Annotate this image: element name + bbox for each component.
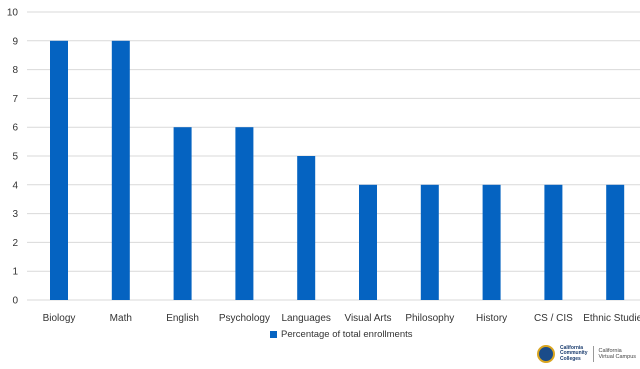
x-tick-label: Biology xyxy=(43,313,76,324)
ccc-seal-icon xyxy=(537,345,555,363)
y-tick-label: 4 xyxy=(12,180,18,191)
legend-swatch xyxy=(270,331,277,338)
cvc-wordmark: California Virtual Campus xyxy=(599,348,637,360)
cvc-line-2: Virtual Campus xyxy=(598,354,637,360)
y-tick-label: 3 xyxy=(12,209,18,220)
x-tick-label: Languages xyxy=(281,313,331,324)
brand-divider xyxy=(592,346,594,362)
ccc-line-1: California xyxy=(560,344,584,351)
branding-logo: California Community Colleges California… xyxy=(537,345,636,363)
y-tick-label: 10 xyxy=(7,8,19,19)
ccc-wordmark: California Community Colleges xyxy=(560,344,588,363)
x-tick-label: Psychology xyxy=(219,313,270,324)
bar-psychology xyxy=(235,127,254,300)
bar-biology xyxy=(50,40,68,301)
legend-label: Percentage of total enrollments xyxy=(281,329,413,340)
x-tick-label: History xyxy=(476,313,507,324)
y-tick-label: 8 xyxy=(12,65,18,76)
y-tick-label: 1 xyxy=(12,267,18,278)
y-tick-label: 2 xyxy=(12,238,18,249)
bar-math xyxy=(111,40,130,301)
x-tick-label: CS / CIS xyxy=(534,313,573,324)
ccc-line-2: Community xyxy=(560,350,588,357)
ccc-line-3: Colleges xyxy=(560,355,581,362)
x-tick-label: Philosophy xyxy=(405,313,454,324)
bar-languages xyxy=(297,156,316,300)
bar-cs-cis xyxy=(544,184,563,300)
cvc-line-1: California xyxy=(598,348,622,354)
y-tick-label: 7 xyxy=(12,94,18,105)
y-tick-label: 9 xyxy=(12,36,18,47)
bar-history xyxy=(482,184,501,300)
bars xyxy=(50,40,625,301)
bar-philosophy xyxy=(420,184,439,300)
bar-ethnic-studies xyxy=(606,184,625,300)
y-axis-ticks: 0 1 2 3 4 5 6 7 8 9 10 xyxy=(7,8,19,307)
x-tick-label: Math xyxy=(110,313,132,324)
x-tick-label: English xyxy=(166,313,199,324)
y-tick-label: 5 xyxy=(12,152,18,163)
bar-visual-arts xyxy=(359,184,377,300)
y-tick-label: 0 xyxy=(12,296,18,307)
y-tick-label: 6 xyxy=(12,123,18,134)
x-axis-labels: Biology Math English Psychology Languages Vis… xyxy=(43,313,640,324)
legend: Percentage of total enrollments xyxy=(270,329,413,340)
x-tick-label: Visual Arts xyxy=(344,313,391,324)
x-tick-label: Ethnic Studies xyxy=(583,313,640,324)
bar-english xyxy=(173,127,192,300)
